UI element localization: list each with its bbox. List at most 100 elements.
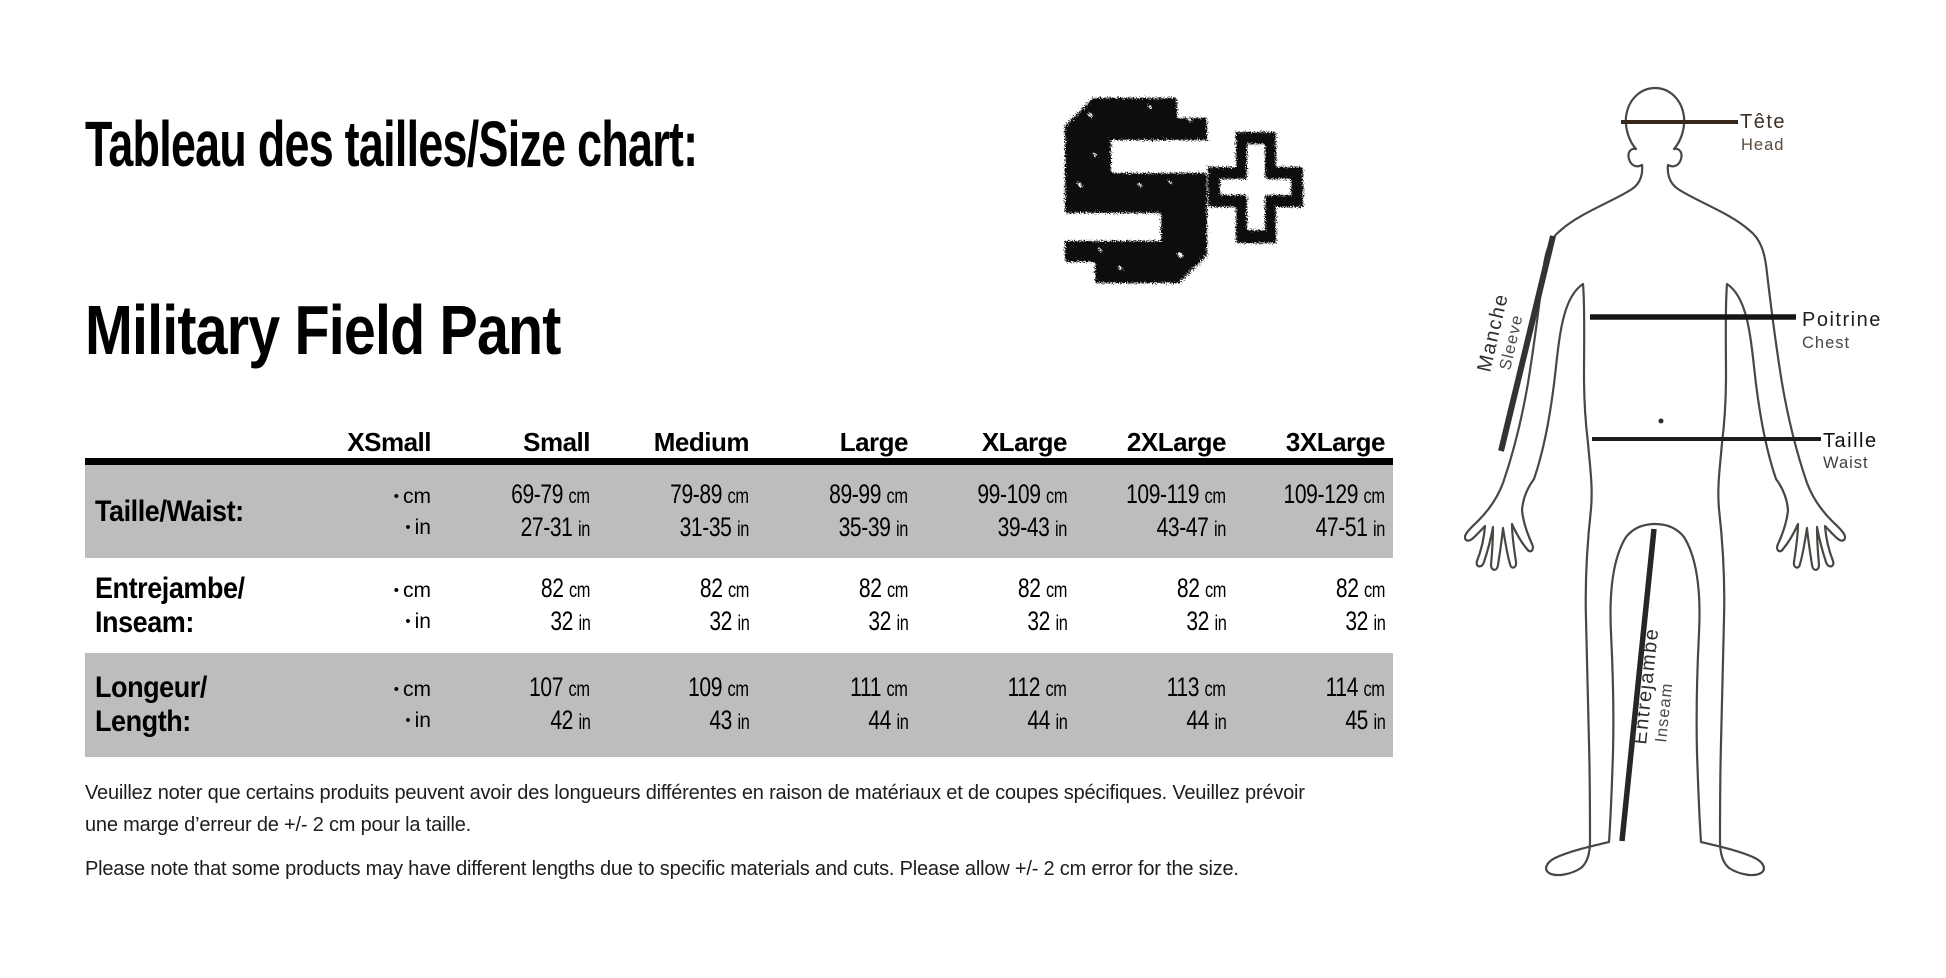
- note-en: Please note that some products may have …: [85, 858, 1239, 880]
- unit-in: in: [737, 611, 749, 635]
- unit-cm: cm: [1045, 678, 1067, 701]
- cell-length-2xlarge: 113 cm 44 in: [1075, 672, 1234, 738]
- figure-label-waist-en: Waist: [1823, 454, 1869, 472]
- unit-legend-cell: • cm • in: [280, 674, 439, 736]
- cell-length-large: 111 cm 44 in: [757, 672, 916, 738]
- unit-cm: cm: [1363, 678, 1385, 701]
- unit-in: in: [1055, 611, 1067, 635]
- unit-in: in: [1214, 611, 1226, 635]
- unit-in: in: [578, 517, 590, 541]
- value-cm: 99-109: [977, 478, 1041, 509]
- value-in: 44: [867, 705, 891, 735]
- unit-in: in: [896, 711, 908, 734]
- bullet-icon: •: [405, 518, 411, 536]
- value-cm: 112: [1008, 672, 1041, 702]
- cell-inseam-xlarge: 82 cm 32 in: [916, 573, 1075, 639]
- value-cm: 82: [858, 572, 882, 603]
- figure-label-chest-en: Chest: [1802, 334, 1850, 352]
- value-cm: 89-99: [829, 478, 882, 509]
- cell-inseam-medium: 82 cm 32 in: [598, 573, 757, 639]
- value-cm: 109-129: [1283, 478, 1359, 509]
- legend-cm-text: cm: [403, 484, 431, 508]
- row-label-line: Longeur/: [95, 671, 207, 704]
- unit-cm: cm: [568, 578, 590, 602]
- product-title: Military Field Pant: [85, 295, 665, 365]
- value-in: 35-39: [838, 511, 891, 542]
- row-label-length: Longeur/ Length:: [85, 671, 280, 739]
- table-top-rule: [85, 458, 1393, 465]
- col-header-medium: Medium: [653, 427, 750, 457]
- value-cm: 82: [1017, 572, 1041, 603]
- legend-cm-text: cm: [403, 678, 431, 701]
- unit-cm: cm: [1363, 578, 1385, 602]
- unit-in: in: [896, 517, 908, 541]
- value-in: 43: [708, 705, 732, 735]
- unit-cm: cm: [1045, 578, 1067, 602]
- cell-waist-2xlarge: 109-119 cm 43-47 in: [1075, 479, 1234, 545]
- unit-in: in: [737, 711, 749, 734]
- col-header-xsmall: XSmall: [347, 427, 431, 457]
- legend-in: • in: [280, 705, 431, 736]
- page-title: Tableau des tailles/Size chart:: [85, 112, 960, 176]
- unit-legend-cell: • cm • in: [280, 575, 439, 637]
- size-table-header-row: XSmall Small Medium Large XLarge 2XLarge…: [85, 415, 1393, 458]
- bullet-icon: •: [393, 581, 399, 599]
- unit-cm: cm: [1363, 484, 1385, 508]
- value-in: 44: [1185, 705, 1209, 735]
- unit-cm: cm: [727, 578, 749, 602]
- cell-waist-3xlarge: 109-129 cm 47-51 in: [1234, 479, 1393, 545]
- col-header-3xlarge: 3XLarge: [1285, 427, 1386, 457]
- page-title-text: Tableau des tailles/Size chart:: [85, 108, 698, 180]
- legend-cm-text: cm: [403, 578, 431, 602]
- value-cm: 111: [850, 672, 882, 702]
- unit-in: in: [896, 611, 908, 635]
- unit-in: in: [1055, 517, 1067, 541]
- figure-label-head-en: Head: [1741, 136, 1784, 154]
- unit-cm: cm: [886, 484, 908, 508]
- row-label-line: Length:: [95, 705, 191, 738]
- value-in: 31-35: [679, 511, 732, 542]
- body-measurement-figure: Tête Head Poitrine Chest Taille Waist Ma…: [1440, 55, 1946, 925]
- value-cm: 113: [1167, 672, 1200, 702]
- cell-length-medium: 109 cm 43 in: [598, 672, 757, 738]
- bullet-icon: •: [405, 612, 411, 630]
- cell-waist-small: 69-79 cm 27-31 in: [439, 479, 598, 545]
- inseam-measure-line: [1619, 528, 1657, 842]
- figure-label-chest-fr: Poitrine: [1802, 309, 1882, 331]
- unit-legend-cell: • cm • in: [280, 481, 439, 543]
- row-label-line: Taille/Waist:: [95, 494, 244, 528]
- unit-in: in: [578, 611, 590, 635]
- value-in: 47-51: [1315, 511, 1368, 542]
- legend-cm: • cm: [280, 674, 431, 705]
- cell-length-xlarge: 112 cm 44 in: [916, 672, 1075, 738]
- unit-in: in: [737, 517, 749, 541]
- note-fr-line2: une marge d’erreur de +/- 2 cm pour la t…: [85, 814, 471, 836]
- unit-in: in: [1373, 711, 1385, 734]
- note-fr-line1: Veuillez noter que certains produits peu…: [85, 782, 1305, 804]
- cell-inseam-3xlarge: 82 cm 32 in: [1234, 573, 1393, 639]
- value-cm: 82: [540, 572, 564, 603]
- legend-cm: • cm: [280, 481, 431, 512]
- value-cm: 69-79: [511, 478, 564, 509]
- value-cm: 114: [1326, 672, 1359, 702]
- value-in: 32: [867, 605, 891, 636]
- unit-cm: cm: [1045, 484, 1067, 508]
- unit-cm: cm: [1204, 578, 1226, 602]
- unit-cm: cm: [568, 484, 590, 508]
- value-in: 44: [1026, 705, 1050, 735]
- col-header-2xlarge: 2XLarge: [1126, 427, 1227, 457]
- table-row-waist: Taille/Waist: • cm • in 69-79 cm 27-31 in …: [85, 465, 1393, 558]
- cell-waist-large: 89-99 cm 35-39 in: [757, 479, 916, 545]
- col-header-small: Small: [523, 427, 590, 457]
- legend-in: • in: [280, 606, 431, 637]
- cell-inseam-small: 82 cm 32 in: [439, 573, 598, 639]
- unit-cm: cm: [727, 484, 749, 508]
- bullet-icon: •: [393, 681, 399, 698]
- sleeve-measure-line: [1498, 235, 1556, 452]
- legend-in-text: in: [414, 709, 431, 732]
- col-header-xlarge: XLarge: [981, 427, 1068, 457]
- table-row-inseam: Entrejambe/ Inseam: • cm • in 82 cm 32 in …: [85, 558, 1393, 653]
- unit-in: in: [1214, 711, 1226, 734]
- bullet-icon: •: [393, 487, 399, 505]
